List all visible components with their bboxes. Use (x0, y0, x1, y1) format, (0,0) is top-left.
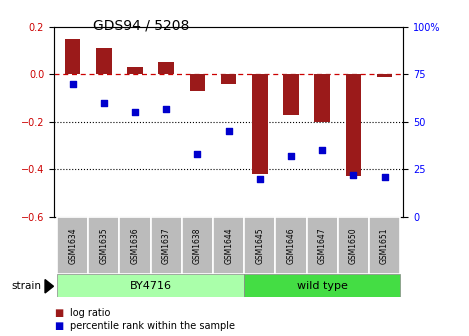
Bar (189, 74, 205, 91)
Text: GSM1647: GSM1647 (318, 227, 327, 264)
Point (194, 152, 201, 157)
Point (381, 174, 388, 179)
Bar (307, 217, 338, 274)
Text: BY4716: BY4716 (129, 281, 172, 291)
Bar (57, 217, 88, 274)
Bar (213, 217, 244, 274)
Text: GSM1644: GSM1644 (224, 227, 233, 264)
Text: GSM1635: GSM1635 (99, 227, 108, 264)
Bar (159, 62, 174, 74)
Point (225, 129, 232, 134)
Bar (377, 74, 393, 77)
Bar (275, 217, 307, 274)
Text: wild type: wild type (297, 281, 348, 291)
Text: ■: ■ (54, 321, 63, 331)
Bar (96, 48, 112, 74)
Text: GSM1645: GSM1645 (255, 227, 265, 264)
Bar (221, 74, 236, 84)
Bar (338, 217, 369, 274)
Bar (57, 274, 244, 297)
Text: log ratio: log ratio (70, 308, 111, 318)
Text: GSM1638: GSM1638 (193, 227, 202, 263)
Text: GSM1651: GSM1651 (380, 227, 389, 263)
Point (256, 176, 264, 181)
Text: GSM1636: GSM1636 (130, 227, 140, 264)
Bar (369, 217, 400, 274)
Bar (65, 39, 81, 74)
Text: ■: ■ (54, 308, 63, 318)
Text: strain: strain (12, 281, 42, 291)
Point (287, 153, 295, 159)
Point (318, 148, 326, 153)
Bar (127, 67, 143, 74)
Bar (283, 74, 299, 115)
Text: percentile rank within the sample: percentile rank within the sample (70, 321, 235, 331)
Bar (244, 274, 400, 297)
Point (162, 106, 170, 111)
Bar (252, 74, 268, 174)
Bar (151, 217, 182, 274)
Point (131, 110, 139, 115)
Bar (346, 74, 361, 176)
Point (100, 100, 107, 106)
Text: GSM1637: GSM1637 (162, 227, 171, 264)
Text: GDS94 / 5208: GDS94 / 5208 (92, 18, 189, 33)
Bar (314, 74, 330, 122)
Bar (120, 217, 151, 274)
Text: GSM1650: GSM1650 (349, 227, 358, 264)
Point (350, 172, 357, 178)
Bar (182, 217, 213, 274)
Text: GSM1634: GSM1634 (68, 227, 77, 264)
Text: GSM1646: GSM1646 (287, 227, 295, 264)
Point (69, 81, 76, 87)
Bar (244, 217, 275, 274)
Bar (88, 217, 120, 274)
